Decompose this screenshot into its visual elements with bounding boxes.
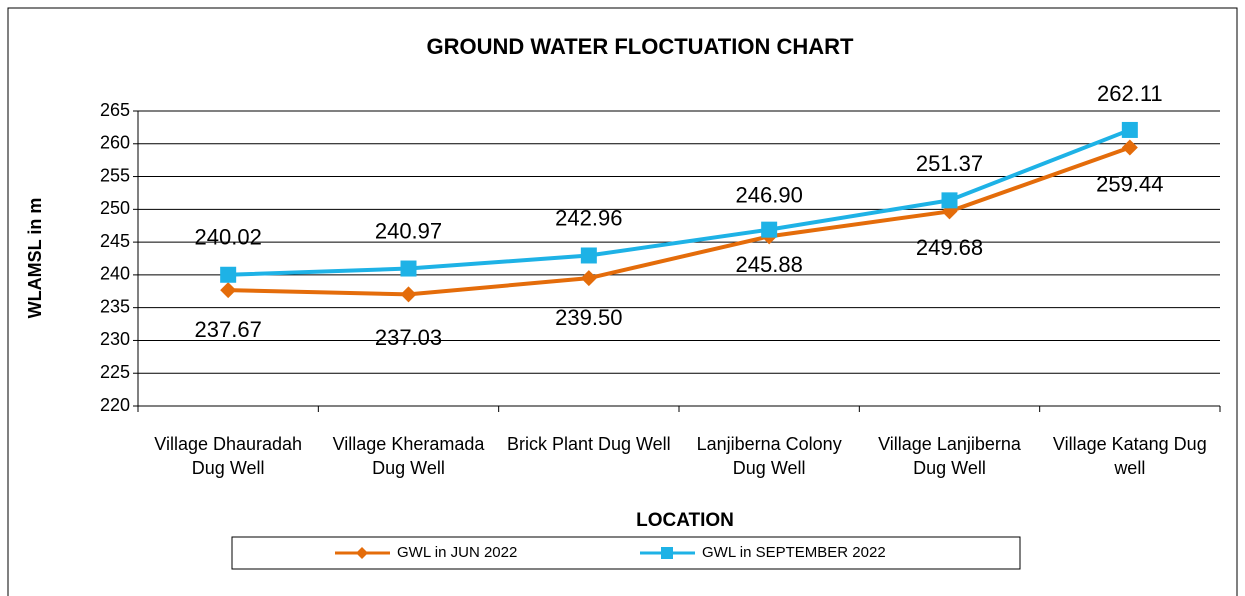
data-label: 251.37 xyxy=(916,151,983,176)
y-tick-label: 260 xyxy=(100,133,130,153)
data-label: 262.11 xyxy=(1097,81,1163,106)
x-tick-label: Brick Plant Dug Well xyxy=(506,434,671,454)
y-tick-label: 245 xyxy=(100,231,130,251)
data-label: 246.90 xyxy=(736,182,803,207)
marker xyxy=(220,266,237,283)
chart-title: GROUND WATER FLOCTUATION CHART xyxy=(427,34,854,59)
y-tick-label: 250 xyxy=(100,198,130,218)
marker xyxy=(400,286,417,303)
legend-label: GWL in SEPTEMBER 2022 xyxy=(702,544,886,561)
x-tick-label: Village Dhauradah Dug Well xyxy=(154,434,303,478)
y-tick-label: 225 xyxy=(100,362,130,382)
legend-label: GWL in JUN 2022 xyxy=(397,544,517,561)
series-line xyxy=(228,145,1131,297)
x-tick-label: Village Katang Dug well xyxy=(1052,434,1207,478)
marker xyxy=(580,247,597,264)
data-label: 259.44 xyxy=(1096,171,1163,196)
marker xyxy=(761,221,778,238)
y-axis-label: WLAMSL in m xyxy=(25,198,45,319)
data-label: 240.02 xyxy=(195,225,262,250)
chart-border xyxy=(7,7,1238,596)
marker xyxy=(941,192,958,209)
marker xyxy=(580,270,597,287)
y-tick-label: 220 xyxy=(100,395,130,415)
y-tick-label: 255 xyxy=(100,165,130,185)
legend-marker xyxy=(661,547,673,559)
marker xyxy=(1121,121,1138,138)
x-tick-label: Village Lanjiberna Dug Well xyxy=(878,434,1021,478)
data-label: 237.03 xyxy=(375,325,442,350)
data-label: 239.50 xyxy=(555,305,622,330)
x-axis-label: LOCATION xyxy=(636,510,734,531)
x-tick-label: Village Kheramada Dug Well xyxy=(332,434,485,478)
y-tick-label: 265 xyxy=(100,100,130,120)
y-tick-label: 230 xyxy=(100,329,130,349)
data-label: 240.97 xyxy=(375,218,442,243)
data-label: 237.67 xyxy=(195,317,262,342)
marker xyxy=(1121,139,1138,156)
y-tick-label: 240 xyxy=(100,264,130,284)
data-label: 245.88 xyxy=(736,252,803,277)
data-label: 242.96 xyxy=(555,205,622,230)
y-tick-label: 235 xyxy=(100,296,130,316)
data-label: 249.68 xyxy=(916,235,983,260)
marker xyxy=(400,260,417,277)
legend-marker xyxy=(356,547,368,559)
series-line xyxy=(228,128,1131,277)
marker xyxy=(220,282,237,299)
x-tick-label: Lanjiberna Colony Dug Well xyxy=(696,434,842,478)
